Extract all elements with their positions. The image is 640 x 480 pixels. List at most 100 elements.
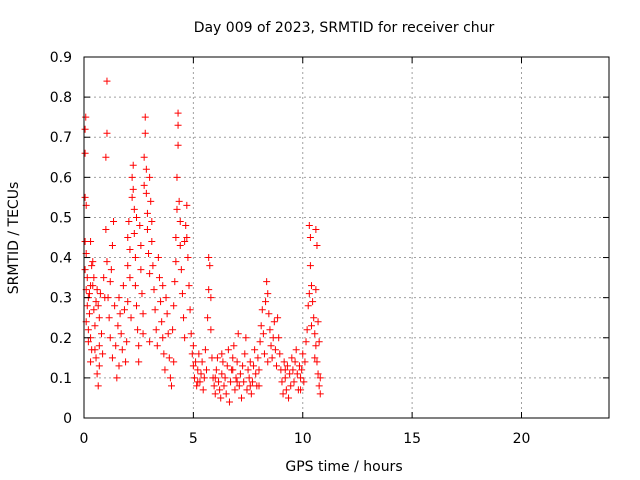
- data-point: [287, 382, 295, 390]
- data-point: [87, 282, 95, 290]
- data-point: [289, 366, 297, 374]
- data-point: [235, 382, 243, 390]
- data-point: [106, 334, 114, 342]
- data-point: [174, 141, 182, 149]
- data-point: [170, 302, 178, 310]
- data-point: [278, 378, 286, 386]
- data-point: [158, 318, 166, 326]
- data-point: [262, 298, 270, 306]
- data-point: [265, 310, 273, 318]
- y-tick-label: 0.6: [50, 170, 72, 186]
- data-point: [256, 338, 264, 346]
- data-point: [188, 350, 196, 358]
- data-point: [99, 350, 107, 358]
- data-point: [91, 322, 99, 330]
- x-tick-label: 5: [189, 431, 198, 447]
- data-point: [234, 330, 242, 338]
- data-point: [251, 346, 259, 354]
- data-point: [102, 153, 110, 161]
- data-point: [312, 342, 320, 350]
- data-point: [218, 370, 226, 378]
- data-point: [308, 322, 315, 330]
- x-tick-labels: 0 5 10 15 20: [80, 431, 531, 447]
- data-point: [225, 398, 233, 406]
- y-tick-label: 0.8: [50, 90, 72, 106]
- data-point: [270, 318, 278, 326]
- data-point: [140, 153, 148, 161]
- data-point: [98, 330, 105, 338]
- data-point: [181, 334, 189, 342]
- data-point: [185, 282, 193, 290]
- data-point: [297, 374, 305, 382]
- data-point: [173, 173, 181, 181]
- data-point: [141, 129, 149, 137]
- data-point: [312, 286, 320, 294]
- data-point: [212, 366, 220, 374]
- data-point: [313, 242, 321, 250]
- data-point: [200, 374, 208, 382]
- data-point: [236, 370, 244, 378]
- data-point: [155, 274, 163, 282]
- data-point: [250, 362, 258, 370]
- data-point: [170, 358, 178, 366]
- data-point: [258, 306, 266, 314]
- data-point: [150, 286, 158, 294]
- data-point: [222, 390, 230, 398]
- data-point: [104, 294, 112, 302]
- x-tick-label: 10: [294, 431, 312, 447]
- data-point: [247, 390, 255, 398]
- data-point: [257, 322, 265, 330]
- data-point: [264, 358, 272, 366]
- data-point: [130, 229, 138, 237]
- data-point: [205, 286, 213, 294]
- data-point: [302, 338, 310, 346]
- data-point: [137, 242, 145, 250]
- data-point: [129, 161, 137, 169]
- data-point: [135, 342, 143, 350]
- data-point: [223, 362, 231, 370]
- data-point: [255, 382, 263, 390]
- data-point: [184, 254, 192, 262]
- data-point: [157, 298, 165, 306]
- data-point: [143, 225, 151, 233]
- data-point: [131, 254, 139, 262]
- data-point: [128, 173, 136, 181]
- data-point: [102, 225, 110, 233]
- data-point: [178, 290, 186, 298]
- data-point: [159, 282, 167, 290]
- data-point: [96, 290, 104, 298]
- data-point: [274, 314, 282, 322]
- data-point: [172, 258, 180, 266]
- data-point: [255, 366, 263, 374]
- data-point: [297, 386, 305, 394]
- data-point: [81, 266, 89, 274]
- data-point: [138, 290, 146, 298]
- data-point: [85, 290, 93, 298]
- data-point: [199, 386, 207, 394]
- data-point: [128, 193, 136, 201]
- y-tick-label: 0.7: [50, 130, 72, 146]
- data-point: [197, 370, 205, 378]
- data-point: [108, 242, 116, 250]
- data-point: [205, 254, 213, 262]
- data-point: [110, 217, 118, 225]
- data-point: [100, 274, 108, 282]
- data-point: [192, 358, 200, 366]
- data-point: [293, 370, 301, 378]
- data-point: [198, 358, 206, 366]
- data-point: [316, 390, 324, 398]
- data-point: [127, 314, 135, 322]
- data-point: [145, 250, 153, 258]
- data-point: [108, 354, 116, 362]
- data-point: [174, 121, 182, 129]
- data-point: [147, 197, 155, 205]
- data-point: [314, 318, 322, 326]
- data-point: [142, 165, 150, 173]
- data-point: [173, 205, 181, 213]
- y-tick-label: 0: [63, 411, 72, 427]
- data-point: [217, 394, 225, 402]
- data-point: [154, 254, 162, 262]
- data-point: [118, 346, 126, 354]
- data-point: [159, 334, 167, 342]
- data-point: [139, 330, 147, 338]
